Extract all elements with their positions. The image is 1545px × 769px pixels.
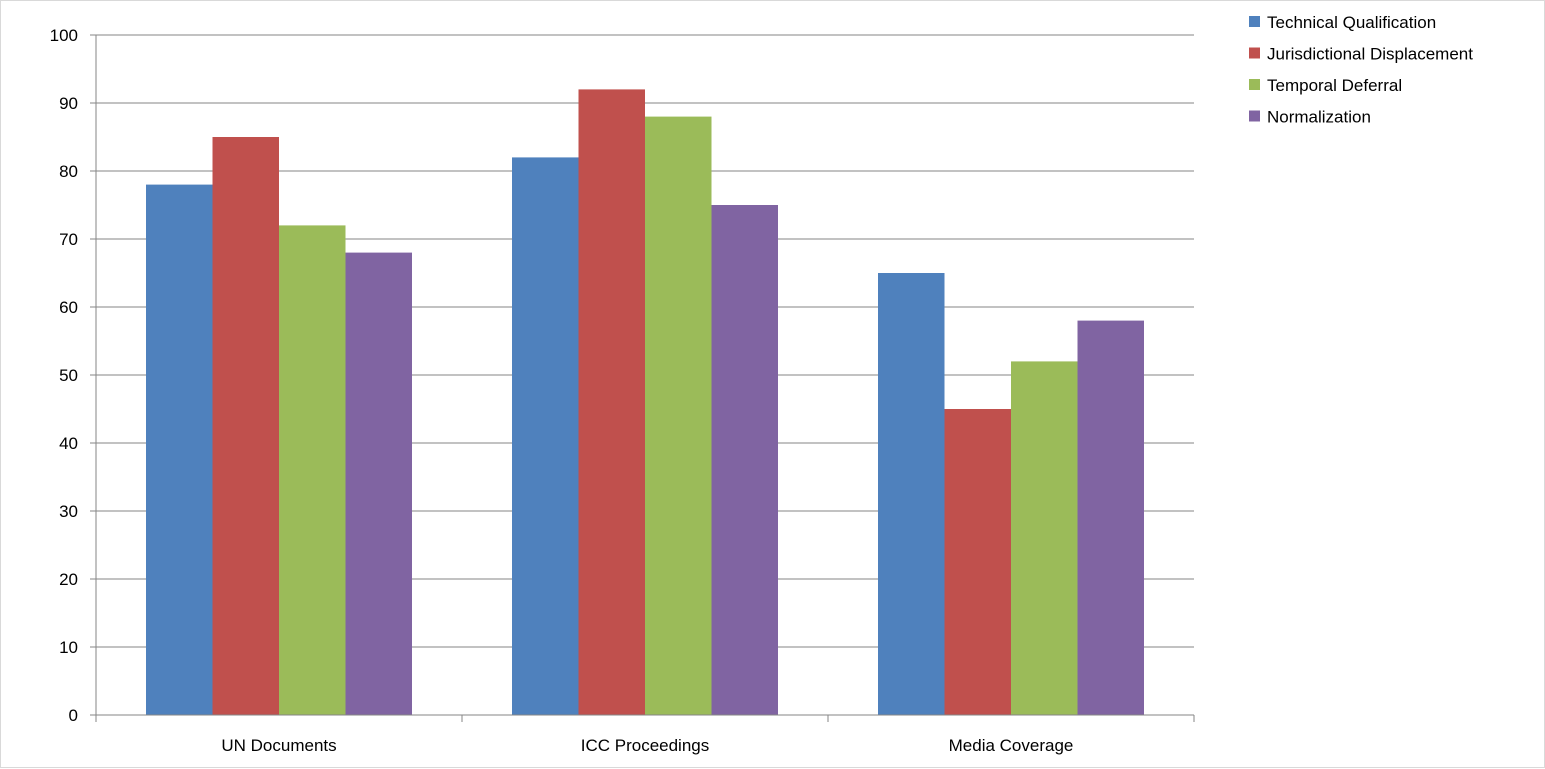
legend-label: Normalization [1267, 108, 1371, 127]
axes [90, 34, 1195, 722]
bar-temporal-deferral-0 [279, 225, 346, 715]
y-tick-label: 100 [50, 26, 78, 45]
bar-normalization-0 [345, 252, 412, 715]
bar-jurisdictional-displacement-0 [212, 137, 279, 715]
x-axis-category-labels: UN Documents ICC Proceedings Media Coverag… [221, 736, 1073, 755]
x-category-label: UN Documents [221, 736, 336, 755]
bar-jurisdictional-displacement-1 [578, 89, 645, 715]
y-tick-label: 10 [59, 638, 78, 657]
y-tick-label: 20 [59, 570, 78, 589]
y-tick-label: 90 [59, 94, 78, 113]
y-tick-label: 70 [59, 230, 78, 249]
bar-technical-qualification-0 [146, 184, 213, 716]
legend-swatch [1249, 47, 1260, 59]
bar-normalization-1 [711, 205, 778, 715]
bar-technical-qualification-1 [512, 157, 579, 715]
x-category-label: Media Coverage [949, 736, 1074, 755]
y-axis-tick-labels: 0 10 20 30 40 50 60 70 80 90 100 [50, 26, 78, 725]
bar-temporal-deferral-1 [645, 116, 712, 716]
legend-label: Temporal Deferral [1267, 76, 1402, 95]
bars [146, 89, 1144, 716]
legend-swatch [1249, 110, 1260, 122]
legend-swatch [1249, 16, 1260, 27]
legend-label: Jurisdictional Displacement [1267, 45, 1473, 64]
y-tick-label: 50 [59, 366, 78, 385]
y-tick-label: 0 [69, 706, 78, 725]
legend-label: Technical Qualification [1267, 13, 1436, 32]
bar-normalization-2 [1077, 320, 1144, 715]
y-tick-label: 60 [59, 298, 78, 317]
y-tick-label: 40 [59, 434, 78, 453]
legend-swatch [1249, 79, 1260, 90]
y-tick-label: 80 [59, 162, 78, 181]
bar-jurisdictional-displacement-2 [944, 409, 1011, 715]
bar-temporal-deferral-2 [1011, 361, 1078, 715]
x-category-label: ICC Proceedings [581, 736, 710, 755]
bar-technical-qualification-2 [878, 273, 945, 715]
legend: Technical Qualification Jurisdictional Di… [1249, 13, 1473, 127]
y-tick-label: 30 [59, 502, 78, 521]
